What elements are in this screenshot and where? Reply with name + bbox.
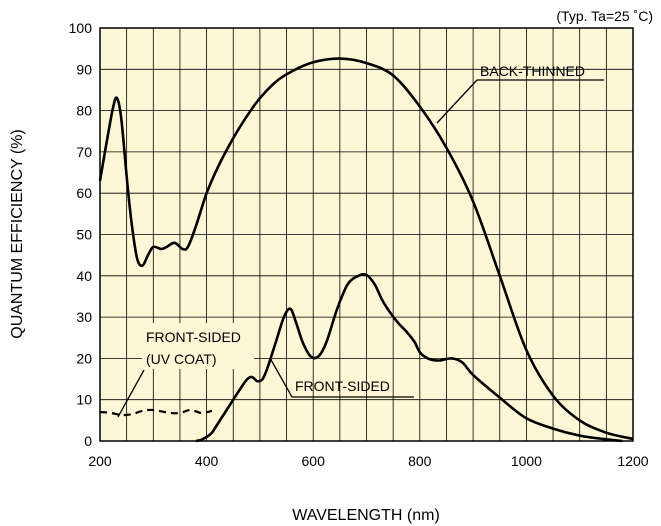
x-tick-label: 600 bbox=[302, 453, 326, 469]
y-tick-label: 50 bbox=[76, 227, 92, 243]
uv-coat-leader bbox=[117, 369, 145, 418]
uv-coat-label-line2: (UV COAT) bbox=[146, 351, 217, 367]
y-axis-label: QUANTUM EFFICIENCY (%) bbox=[9, 129, 26, 338]
series-front-sided-uv-coat bbox=[99, 408, 213, 417]
y-tick-label: 10 bbox=[76, 392, 92, 408]
y-tick-label: 80 bbox=[76, 103, 92, 119]
callouts: BACK-THINNED FRONT-SIDED FRONT-SIDED (UV… bbox=[117, 63, 604, 418]
series-layer bbox=[98, 57, 634, 443]
x-axis-label: WAVELENGTH (nm) bbox=[292, 507, 440, 524]
back-thinned-leader bbox=[436, 79, 478, 124]
y-tick-label: 20 bbox=[76, 350, 92, 366]
y-tick-label: 40 bbox=[76, 268, 92, 284]
y-tick-label: 0 bbox=[84, 433, 92, 449]
series-front-sided bbox=[195, 272, 623, 443]
plot-border bbox=[99, 27, 634, 442]
y-tick-label: 60 bbox=[76, 185, 92, 201]
front-sided-label: FRONT-SIDED bbox=[295, 378, 390, 394]
x-tick-label: 200 bbox=[88, 453, 112, 469]
x-tick-label: 1200 bbox=[617, 453, 648, 469]
front-sided-leader bbox=[269, 357, 293, 398]
back-thinned-label: BACK-THINNED bbox=[480, 63, 585, 79]
uv-coat-label-bg bbox=[142, 323, 254, 369]
gridlines bbox=[100, 28, 633, 441]
x-tick-label: 400 bbox=[195, 453, 219, 469]
series-back-thinned bbox=[98, 57, 634, 441]
y-tick-label: 90 bbox=[76, 61, 92, 77]
y-tick-label: 100 bbox=[69, 20, 93, 36]
y-tick-label: 70 bbox=[76, 144, 92, 160]
conditions-note: (Typ. Ta=25 ˚C) bbox=[556, 8, 653, 24]
uv-coat-label-line1: FRONT-SIDED bbox=[146, 329, 241, 345]
x-tick-label: 800 bbox=[408, 453, 432, 469]
y-tick-label: 30 bbox=[76, 309, 92, 325]
axes: 200 400 600 800 1000 1200 0 10 20 30 40 50 60 70 80 90 1… bbox=[69, 20, 649, 469]
x-tick-label: 1000 bbox=[511, 453, 542, 469]
